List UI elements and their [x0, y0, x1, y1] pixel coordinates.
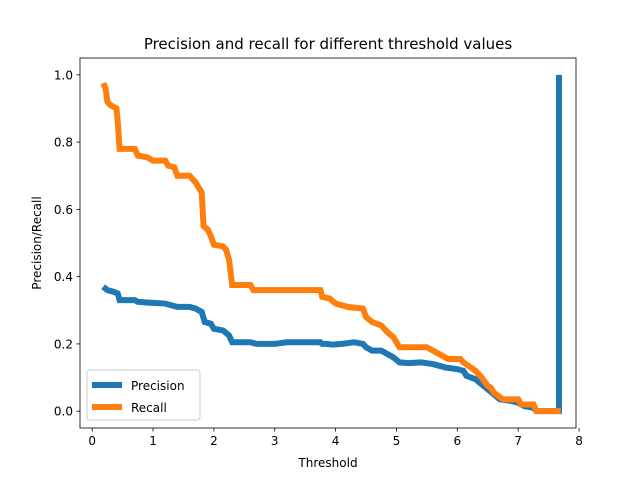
x-tick-label: 6: [454, 434, 462, 448]
x-tick-label: 8: [575, 434, 583, 448]
y-tick-label: 0.0: [54, 405, 73, 419]
series-layer: [100, 74, 562, 415]
x-axis: 0 1 2 3 4 5 6 7 8: [88, 428, 583, 448]
x-tick-label: 2: [210, 434, 218, 448]
x-tick-label: 3: [271, 434, 279, 448]
plot-area: [79, 57, 577, 429]
x-tick-label: 0: [88, 434, 96, 448]
legend-label-precision: Precision: [131, 379, 185, 393]
y-tick-label: 1.0: [54, 68, 73, 82]
legend: Precision Recall: [86, 369, 201, 421]
x-tick-label: 7: [514, 434, 522, 448]
y-tick-label: 0.4: [54, 270, 73, 284]
axes-frame: [79, 57, 577, 429]
legend-label-recall: Recall: [131, 401, 167, 415]
x-tick-label: 1: [149, 434, 157, 448]
x-tick-label: 5: [393, 434, 401, 448]
y-axis: 0.0 0.2 0.4 0.6 0.8 1.0: [54, 68, 80, 419]
y-tick-label: 0.8: [54, 136, 73, 150]
chart-title: Precision and recall for different thres…: [144, 35, 513, 53]
y-tick-label: 0.6: [54, 203, 73, 217]
x-tick-label: 4: [332, 434, 340, 448]
y-axis-label: Precision/Recall: [30, 196, 44, 289]
y-tick-label: 0.2: [54, 337, 73, 351]
x-axis-label: Threshold: [297, 456, 357, 470]
series-line-recall: [100, 81, 561, 415]
